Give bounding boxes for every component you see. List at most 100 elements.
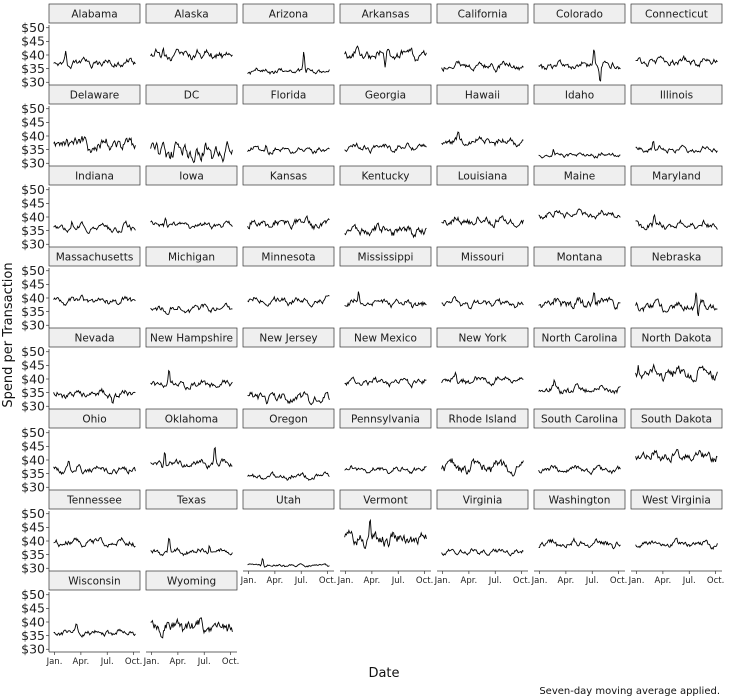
strip-background [533, 327, 626, 348]
x-tick-label: Apr. [267, 576, 284, 586]
y-tick-label: $35 [21, 385, 45, 400]
series-line [53, 136, 136, 154]
series-line [344, 376, 427, 389]
series-line [53, 294, 136, 306]
strip-label: Oklahoma [165, 414, 218, 426]
panel-kansas: Kansas [242, 165, 335, 231]
series-line [53, 623, 136, 638]
series-line [635, 140, 718, 154]
strip-background [48, 3, 141, 24]
strip-label: Hawaii [465, 90, 500, 102]
series-line [247, 51, 330, 76]
strip-label: Virginia [463, 495, 503, 507]
y-tick-label: $45 [21, 196, 45, 211]
strip-label: Vermont [363, 495, 407, 507]
panel-mississippi: Mississippi [339, 246, 432, 309]
series-line [441, 131, 524, 148]
strip-label: Minnesota [261, 252, 315, 264]
y-tick-label: $30 [21, 480, 45, 495]
strip-label: Tennessee [66, 495, 122, 507]
strip-background [145, 3, 238, 24]
strip-background [48, 489, 141, 510]
series-line [635, 448, 718, 464]
strip-background [339, 489, 432, 510]
y-tick-label: $50 [21, 344, 45, 359]
strip-background [48, 570, 141, 591]
strip-label: New Hampshire [150, 333, 233, 345]
series-line [635, 292, 718, 317]
panel-new-jersey: New Jersey [242, 327, 335, 406]
strip-label: Michigan [168, 252, 215, 264]
series-line [441, 371, 524, 387]
strip-label: Florida [271, 90, 307, 102]
x-tick-label: Oct. [610, 576, 627, 586]
strip-background [630, 165, 723, 186]
strip-background [339, 246, 432, 267]
strip-label: Indiana [75, 171, 114, 183]
strip-background [436, 327, 529, 348]
panel-alabama: Alabama $50$45$40$35$30 [21, 3, 141, 90]
panel-alaska: Alaska [145, 3, 238, 62]
strip-background [145, 327, 238, 348]
series-line [344, 291, 427, 309]
strip-background [242, 246, 335, 267]
y-tick-label: $50 [21, 425, 45, 440]
y-tick-label: $35 [21, 547, 45, 562]
strip-background [242, 489, 335, 510]
x-tick-label: Jan. [240, 576, 257, 586]
strip-background [339, 3, 432, 24]
series-line [150, 302, 233, 315]
x-tick-label: Jan. [628, 576, 645, 586]
x-tick-label: Apr. [170, 657, 187, 667]
x-tick-label: Jul. [100, 657, 114, 667]
panel-pennsylvania: Pennsylvania [339, 408, 432, 475]
strip-background [242, 165, 335, 186]
strip-background [436, 246, 529, 267]
strip-label: Utah [276, 495, 301, 507]
strip-label: New Jersey [259, 333, 317, 345]
x-tick-label: Jul. [682, 576, 696, 586]
strip-background [533, 246, 626, 267]
strip-background [48, 165, 141, 186]
x-tick-label: Apr. [364, 576, 381, 586]
strip-background [339, 327, 432, 348]
y-tick-label: $30 [21, 561, 45, 576]
strip-background [436, 489, 529, 510]
strip-background [436, 408, 529, 429]
strip-background [630, 84, 723, 105]
panel-new-mexico: New Mexico [339, 327, 432, 389]
panel-colorado: Colorado [533, 3, 626, 82]
panel-nevada: Nevada $50$45$40$35$30 [21, 327, 141, 414]
strip-label: Idaho [565, 90, 594, 102]
y-tick-label: $40 [21, 209, 45, 224]
y-tick-label: $35 [21, 628, 45, 643]
y-tick-label: $50 [21, 506, 45, 521]
strip-label: South Carolina [541, 414, 618, 426]
x-tick-label: Jan. [337, 576, 354, 586]
y-tick-label: $30 [21, 642, 45, 657]
panel-california: California [436, 3, 529, 73]
y-tick-label: $45 [21, 115, 45, 130]
x-tick-label: Apr. [558, 576, 575, 586]
x-tick-label: Oct. [319, 576, 336, 586]
strip-background [145, 570, 238, 591]
strip-label: Georgia [365, 90, 406, 102]
panel-oklahoma: Oklahoma [145, 408, 238, 470]
strip-background [48, 84, 141, 105]
x-tick-label: Oct. [416, 576, 433, 586]
strip-background [533, 3, 626, 24]
y-tick-label: $40 [21, 614, 45, 629]
series-line [441, 60, 524, 73]
strip-background [145, 165, 238, 186]
series-line [150, 537, 233, 557]
x-tick-label: Apr. [461, 576, 478, 586]
strip-background [339, 165, 432, 186]
strip-label: Arkansas [362, 9, 410, 21]
series-line [441, 547, 524, 557]
y-tick-label: $30 [21, 318, 45, 333]
strip-background [533, 408, 626, 429]
strip-background [339, 408, 432, 429]
series-line [247, 557, 330, 568]
strip-background [48, 327, 141, 348]
